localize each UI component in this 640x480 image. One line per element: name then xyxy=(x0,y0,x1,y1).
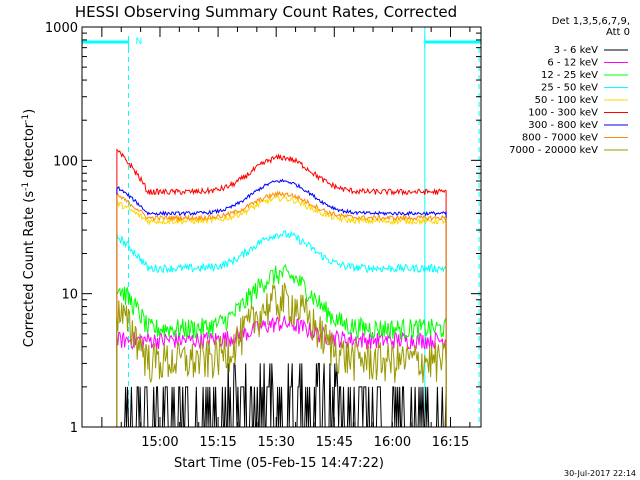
legend-label: 50 - 100 keV xyxy=(535,95,599,106)
y-axis-label: Corrected Count Rate (s-1 detector-1) xyxy=(21,109,37,347)
series-line xyxy=(116,282,447,427)
flag-label: N xyxy=(135,37,142,47)
legend-header: Det 1,3,5,6,7,9, xyxy=(552,16,630,27)
legend-label: 25 - 50 keV xyxy=(541,83,598,94)
series-line xyxy=(116,263,447,427)
series-line xyxy=(116,362,447,428)
series-line xyxy=(116,230,447,427)
legend-label: 12 - 25 keV xyxy=(541,70,598,81)
axes: 1 10 100 1000 15:00 15:15 15:30 15:45 16:00 16:15 xyxy=(45,21,482,450)
x-tick-label: 15:30 xyxy=(257,435,294,450)
y-tick-label: 10 xyxy=(61,288,78,303)
y-tick-label: 1000 xyxy=(45,21,78,36)
x-axis-label: Start Time (05-Feb-15 14:47:22) xyxy=(174,456,384,471)
legend: Det 1,3,5,6,7,9,Att 0 3 - 6 keV 6 - 12 keV… xyxy=(509,16,630,156)
series-line xyxy=(116,194,447,427)
x-tick-label: 15:15 xyxy=(199,435,236,450)
x-tick-label: 16:00 xyxy=(374,435,411,450)
legend-label: 800 - 7000 keV xyxy=(522,133,598,144)
series-line xyxy=(116,148,447,427)
y-tick-label: 100 xyxy=(53,154,78,169)
legend-label: 100 - 300 keV xyxy=(528,108,598,119)
legend-label: 6 - 12 keV xyxy=(547,58,598,69)
plot-area: N xyxy=(81,27,482,428)
legend-header: Att 0 xyxy=(606,27,630,38)
series-line xyxy=(116,190,447,427)
x-tick-label: 16:15 xyxy=(432,435,469,450)
plot-frame xyxy=(81,26,482,428)
legend-label: 3 - 6 keV xyxy=(554,45,598,56)
date-stamp: 30-Jul-2017 22:14 xyxy=(564,469,636,478)
legend-label: 300 - 800 keV xyxy=(528,120,598,131)
x-tick-label: 15:45 xyxy=(316,435,353,450)
x-tick-label: 15:00 xyxy=(141,435,178,450)
y-tick-label: 1 xyxy=(70,421,78,436)
chart-title: HESSI Observing Summary Count Rates, Cor… xyxy=(75,3,457,21)
legend-label: 7000 - 20000 keV xyxy=(509,145,598,156)
series-line xyxy=(116,178,447,427)
